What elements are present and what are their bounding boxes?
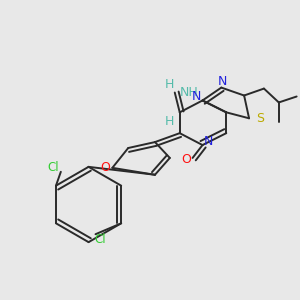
- Text: Cl: Cl: [47, 161, 59, 174]
- Text: O: O: [182, 153, 192, 167]
- Text: H: H: [165, 115, 175, 128]
- Text: H: H: [165, 78, 175, 91]
- Text: N: N: [218, 75, 227, 88]
- Text: O: O: [100, 161, 110, 174]
- Text: N: N: [192, 90, 201, 103]
- Text: N: N: [203, 135, 213, 148]
- Text: NH: NH: [180, 86, 199, 99]
- Text: S: S: [256, 112, 264, 125]
- Text: Cl: Cl: [95, 233, 106, 246]
